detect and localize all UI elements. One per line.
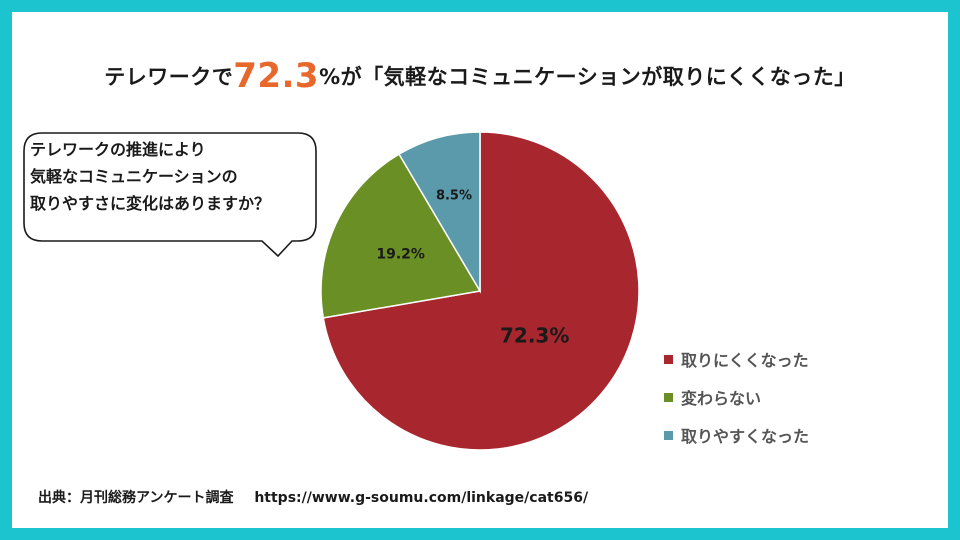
legend-swatch — [664, 392, 673, 402]
page-title: テレワークで72.3%が「気軽なコミュニケーションが取りにくくなった」 — [12, 56, 948, 96]
title-suffix: %が「気軽なコミュニケーションが取りにくくなった」 — [319, 65, 856, 89]
question-line: テレワークの推進により — [30, 140, 206, 159]
question-line: 取りやすさに変化はありますか？ — [30, 194, 271, 213]
legend-label: 取りにくくなった — [681, 351, 809, 370]
chart-legend: 取りにくくなった 変わらない 取りやすくなった — [664, 340, 809, 454]
speech-bubble-shape — [23, 132, 317, 258]
pie-slice — [322, 131, 640, 451]
legend-item: 変わらない — [664, 378, 809, 416]
pie-slice — [398, 131, 481, 294]
title-highlight-value: 72.3 — [233, 56, 320, 96]
legend-label: 取りやすくなった — [681, 427, 810, 446]
source-note: 出典：月刊総務アンケート調査 https://www.g-soumu.com/l… — [38, 487, 588, 507]
pie-slice-value-label: 8.5% — [436, 188, 472, 203]
pie-slice — [320, 153, 482, 319]
pie-slice-value-label: 72.3% — [500, 324, 569, 348]
legend-swatch — [664, 430, 673, 440]
legend-item: 取りにくくなった — [664, 340, 809, 378]
question-line: 気軽なコミュニケーションの — [30, 167, 238, 186]
pie-slice-value-label: 19.2% — [376, 246, 425, 262]
source-label: 出典：月刊総務アンケート調査 — [38, 490, 234, 506]
legend-swatch — [664, 354, 673, 364]
legend-item: 取りやすくなった — [664, 416, 809, 454]
source-link[interactable]: https://www.g-soumu.com/linkage/cat656/ — [254, 490, 589, 506]
question-text: テレワークの推進により 気軽なコミュニケーションの 取りやすさに変化はありますか… — [30, 136, 320, 217]
legend-label: 変わらない — [681, 389, 762, 408]
title-prefix: テレワークで — [104, 65, 234, 89]
